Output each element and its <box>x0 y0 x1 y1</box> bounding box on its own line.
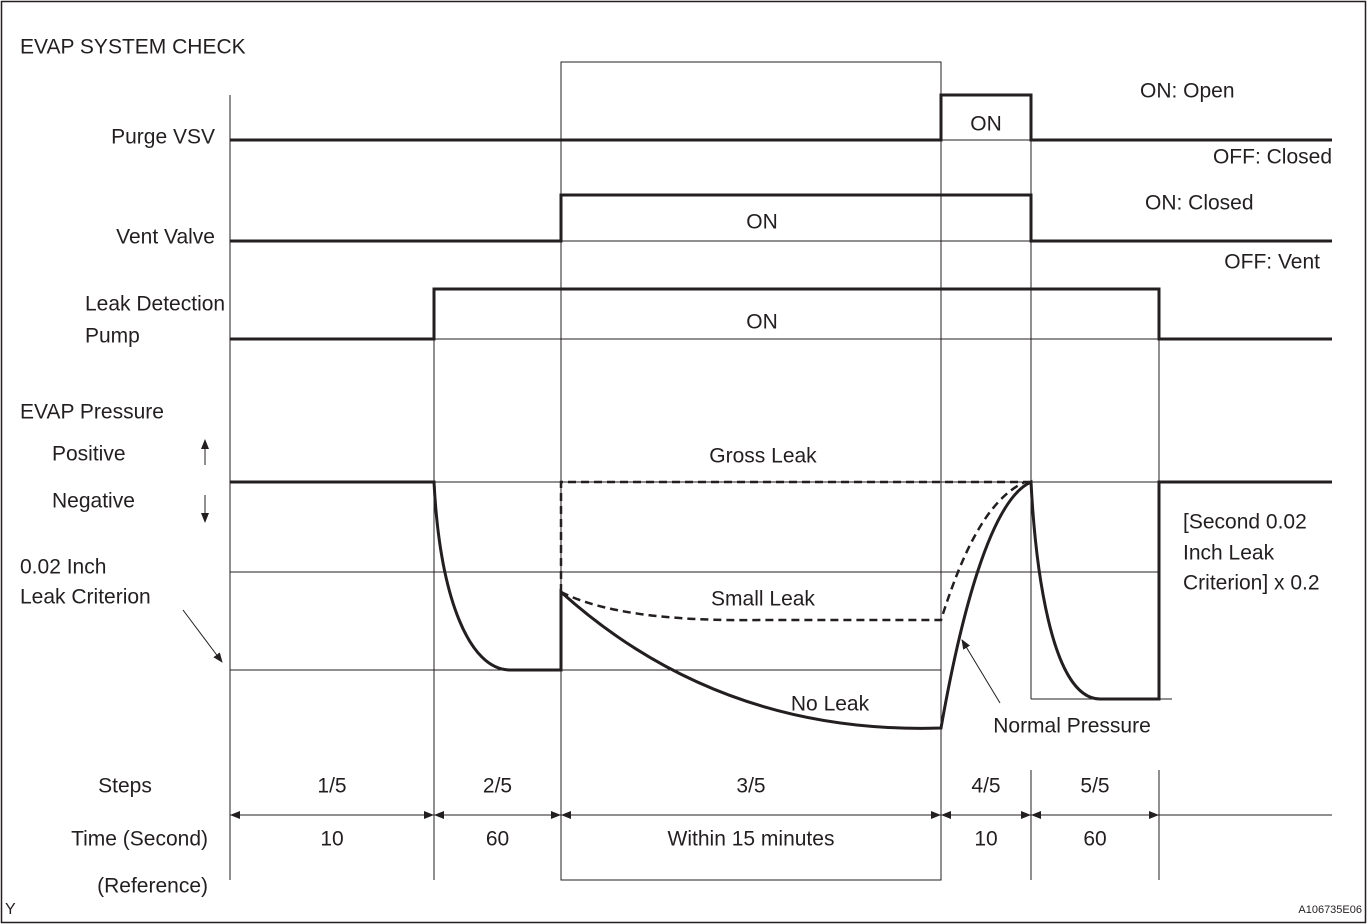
step-label: 5/5 <box>1080 775 1109 798</box>
footer: A106735E06 <box>1298 904 1362 916</box>
label: (Reference) <box>97 875 208 898</box>
time-label: 60 <box>486 828 509 851</box>
title: EVAP SYSTEM CHECK <box>20 36 246 59</box>
label: Small Leak <box>711 588 815 611</box>
label: Vent Valve <box>116 226 215 249</box>
arrow <box>182 609 223 663</box>
time-label: 10 <box>320 828 343 851</box>
label: [Second 0.02 <box>1183 511 1307 534</box>
step-label: 3/5 <box>736 775 765 798</box>
grid-lines <box>229 61 1172 881</box>
signal-lines <box>230 93 1332 730</box>
label: EVAP Pressure <box>20 401 164 424</box>
footer: Y <box>5 901 16 918</box>
label: Steps <box>98 775 152 798</box>
time-label: Within 15 minutes <box>668 828 835 851</box>
label: ON: Open <box>1140 80 1235 103</box>
label: Positive <box>52 443 126 466</box>
step-label: 4/5 <box>971 775 1000 798</box>
label: OFF: Closed <box>1213 146 1332 169</box>
arrow <box>961 639 1001 704</box>
label: Leak Detection <box>85 293 225 316</box>
label: Gross Leak <box>709 445 817 468</box>
time-label: 60 <box>1083 828 1106 851</box>
label: 0.02 Inch <box>20 556 106 579</box>
time-label: 10 <box>974 828 997 851</box>
label: No Leak <box>791 693 870 716</box>
label: Negative <box>52 490 135 513</box>
label: Criterion] x 0.2 <box>1183 572 1320 595</box>
label: Inch Leak <box>1183 542 1275 565</box>
step-label: 1/5 <box>317 775 346 798</box>
label: ON <box>970 113 1002 136</box>
step-label: 2/5 <box>483 775 512 798</box>
label: ON: Closed <box>1145 192 1254 215</box>
label: Normal Pressure <box>993 715 1151 738</box>
label: Pump <box>85 325 140 348</box>
label: ON <box>746 211 778 234</box>
label: Time (Second) <box>71 828 208 851</box>
label: Purge VSV <box>111 126 215 149</box>
label: ON <box>746 311 778 334</box>
label: OFF: Vent <box>1224 251 1320 274</box>
label: Leak Criterion <box>20 586 151 609</box>
